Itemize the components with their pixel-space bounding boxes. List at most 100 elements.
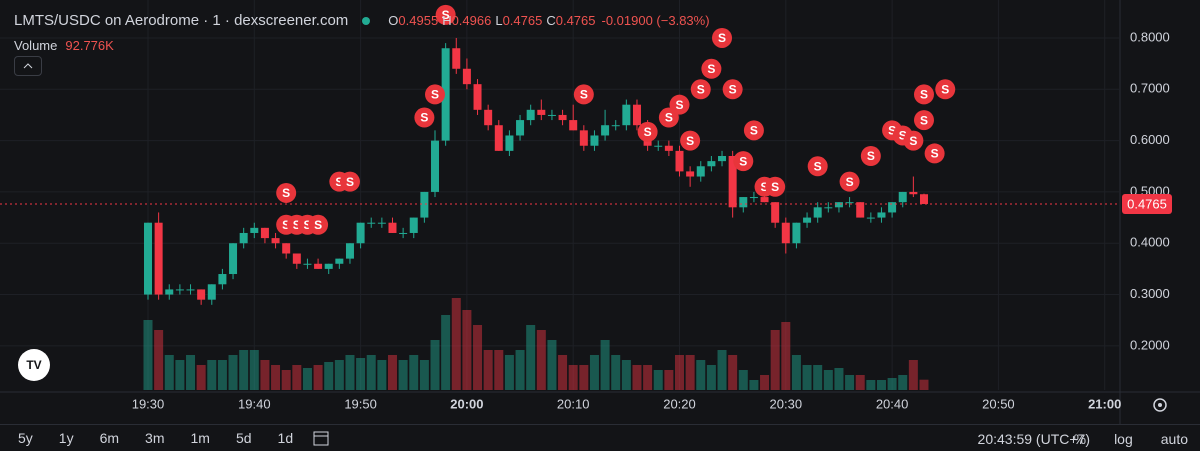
volume-bar <box>515 350 525 390</box>
sell-marker <box>701 58 722 79</box>
volume-bar <box>430 340 440 390</box>
option-button[interactable]: log <box>1114 431 1133 447</box>
sell-marker <box>935 79 956 100</box>
volume-bar <box>441 315 451 390</box>
range-button[interactable]: 6m <box>99 430 120 446</box>
sell-marker <box>860 146 881 166</box>
candle-body <box>494 125 503 151</box>
sell-marker-label: S <box>729 82 737 96</box>
sell-marker <box>765 176 786 197</box>
candle-body <box>367 222 376 224</box>
range-button[interactable]: 1m <box>190 430 210 446</box>
volume-bar <box>345 355 355 390</box>
candle-body <box>239 232 248 244</box>
volume-bar <box>281 370 291 390</box>
candle-body <box>888 202 897 213</box>
candle-body <box>144 222 152 295</box>
volume-bar <box>217 360 227 390</box>
sell-marker <box>669 94 690 115</box>
y-tick-label: 0.7000 <box>1130 81 1170 96</box>
volume-bar <box>632 365 642 390</box>
candle-body <box>834 202 843 208</box>
volume-bar <box>717 350 727 390</box>
clock: 20:43:59 (UTC+7) <box>977 431 1090 447</box>
candle-body <box>654 145 663 147</box>
options: % log auto <box>1060 431 1188 447</box>
sell-marker <box>339 171 360 192</box>
sell-marker-label: S <box>739 154 747 168</box>
candle-body <box>186 289 195 291</box>
ohlc: O0.4955 H0.4966 L0.4765 C0.4765 <box>384 12 595 29</box>
volume-legend: Volume 92.776K <box>14 38 114 53</box>
ohlc-key: O <box>388 13 399 28</box>
sell-marker-label: S <box>846 175 854 189</box>
chart: TV 0.20000.30000.40000.50000.60000.70000… <box>0 0 1200 424</box>
range-button[interactable]: 1y <box>58 430 74 446</box>
candle-body <box>431 140 440 192</box>
settings-icon[interactable] <box>1153 398 1167 412</box>
candle-body <box>207 284 216 300</box>
volume-bar <box>473 325 483 390</box>
sell-marker <box>308 214 329 235</box>
volume-bar <box>302 368 312 390</box>
volume-bar <box>196 365 206 390</box>
candle-body <box>484 109 493 126</box>
volume-bar <box>919 379 929 390</box>
calendar-icon[interactable] <box>311 428 331 448</box>
volume-bar <box>908 360 918 390</box>
header: LMTS/USDC on Aerodrome · 1 · dexscreener… <box>14 12 710 29</box>
volume-bar <box>589 355 599 390</box>
candle-body <box>558 114 567 121</box>
y-tick-label: 0.8000 <box>1130 29 1170 44</box>
sell-marker <box>913 110 934 131</box>
candle-body <box>197 289 206 300</box>
collapse-button[interactable] <box>14 56 42 76</box>
volume-bar <box>462 310 472 390</box>
candle-body <box>399 232 408 234</box>
range-button[interactable]: 3m <box>145 430 165 446</box>
sell-marker-label: S <box>431 88 439 102</box>
sell-marker-label: S <box>931 147 939 161</box>
volume-bar <box>685 355 695 390</box>
candle-body <box>516 120 525 136</box>
sell-marker <box>680 130 701 151</box>
range-button[interactable]: 5d <box>235 430 252 446</box>
candle-body <box>877 212 886 218</box>
option-button[interactable]: % <box>1073 431 1087 447</box>
sell-marker <box>839 171 860 192</box>
volume-bar <box>154 330 164 390</box>
tv-logo: TV <box>18 349 50 381</box>
candle-body <box>292 253 301 264</box>
sell-marker-label: S <box>909 134 917 148</box>
option-button[interactable]: auto <box>1160 431 1188 447</box>
candle-body <box>686 171 695 177</box>
candle-body <box>154 222 163 295</box>
sell-marker-label: S <box>314 218 322 232</box>
volume-bar <box>547 340 557 390</box>
volume-bar <box>621 360 631 390</box>
sell-marker <box>573 84 594 105</box>
ranges: 5y 1y 6m 3m 1m 5d 1d <box>4 430 293 446</box>
candle-body <box>707 161 716 167</box>
volume-bar <box>249 350 259 390</box>
volume-bar <box>366 355 376 390</box>
volume-bar <box>643 365 653 390</box>
volume-bar <box>813 365 823 390</box>
sell-marker-label: S <box>771 180 779 194</box>
sell-marker-label: S <box>644 125 652 139</box>
title: LMTS/USDC on Aerodrome · 1 · dexscreener… <box>14 12 349 29</box>
candle-body <box>579 130 588 146</box>
volume-bar <box>898 375 908 390</box>
ohlc-value: 0.4765 <box>555 13 596 28</box>
range-button[interactable]: 5y <box>18 430 33 446</box>
sell-marker <box>425 84 446 105</box>
candle-body <box>781 222 790 244</box>
candle-body <box>569 120 578 131</box>
volume-bar <box>207 360 217 390</box>
sell-marker-label: S <box>761 180 769 194</box>
range-button[interactable]: 1d <box>277 430 294 446</box>
x-tick-label: 19:40 <box>238 396 271 411</box>
candle-body <box>271 238 280 244</box>
candle-body <box>792 222 801 244</box>
sell-marker-label: S <box>303 218 311 232</box>
